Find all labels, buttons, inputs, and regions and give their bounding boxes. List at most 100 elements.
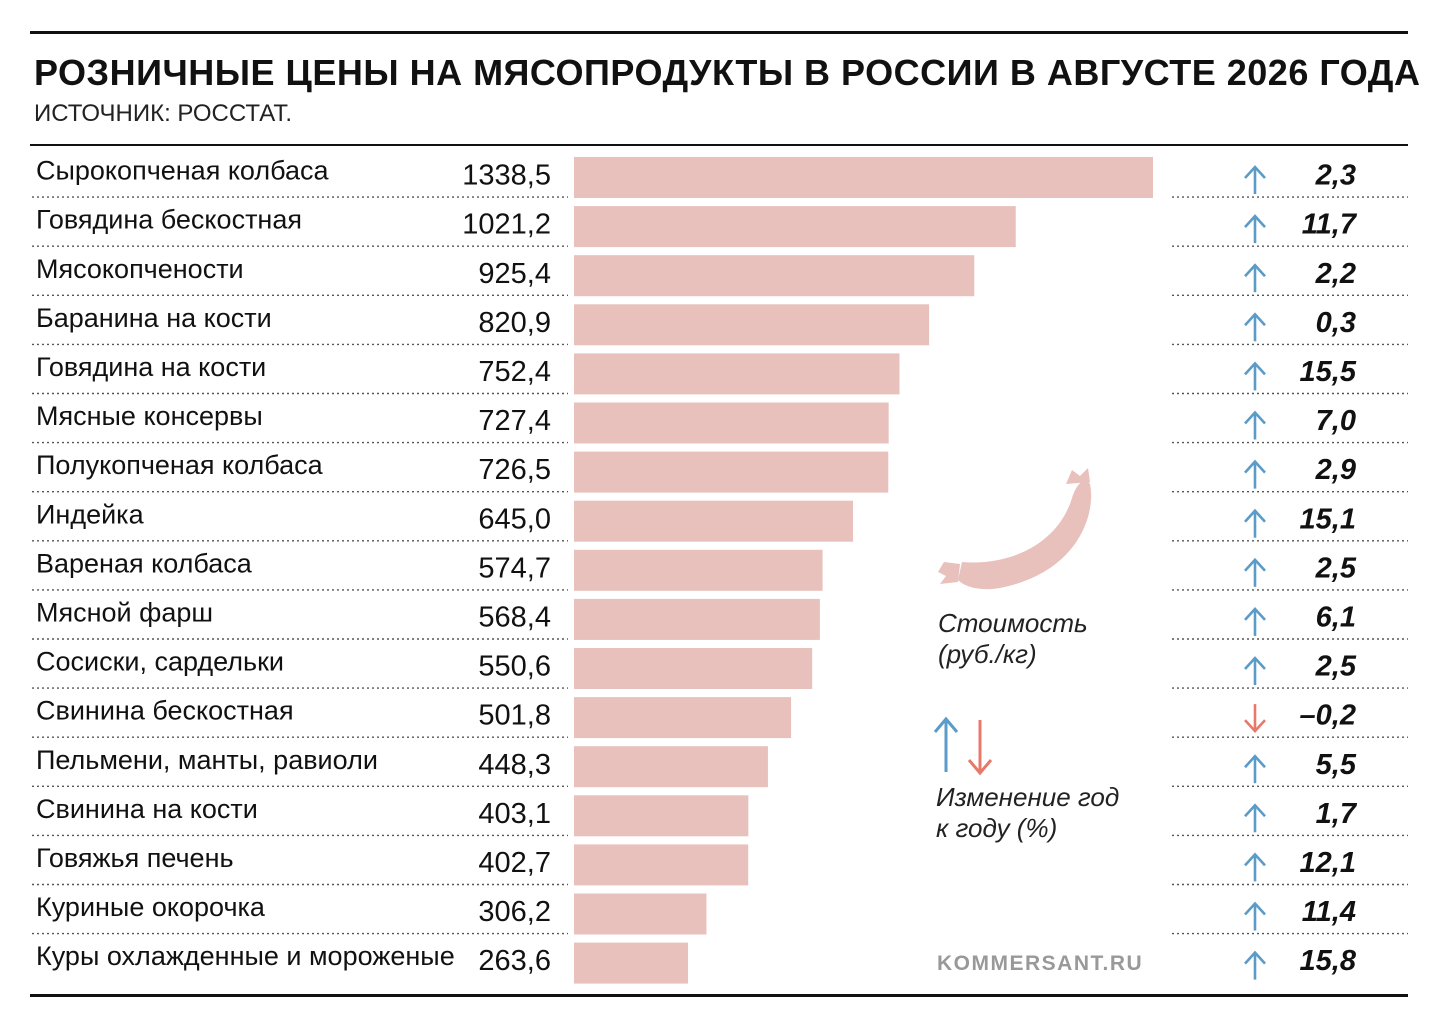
price-bar — [574, 942, 689, 984]
change-label: 15,5 — [1300, 356, 1357, 388]
category-label: Свинина на кости — [36, 794, 258, 824]
price-bar — [574, 304, 930, 346]
price-label: 1021,2 — [462, 209, 551, 241]
arrow-head — [1244, 901, 1266, 916]
category-label: Вареная колбаса — [36, 548, 253, 578]
price-bar — [574, 402, 889, 444]
category-label: Баранина на кости — [36, 303, 272, 333]
up-arrow-icon — [1244, 459, 1266, 489]
price-label: 501,8 — [478, 700, 551, 732]
category-label: Сосиски, сардельки — [36, 647, 284, 677]
up-arrow-icon — [1244, 165, 1266, 194]
arrow-head — [1244, 754, 1266, 769]
category-label: Говядина на кости — [36, 352, 266, 382]
change-label: 2,3 — [1315, 160, 1356, 192]
price-label: 402,7 — [478, 847, 551, 879]
source-credit: KOMMERSANT.RU — [937, 952, 1144, 975]
category-label: Мясные консервы — [36, 401, 263, 431]
category-label: Куриные окорочка — [36, 892, 266, 922]
price-label: 726,5 — [478, 454, 551, 486]
arrow-head — [1244, 719, 1266, 734]
change-label: 6,1 — [1316, 601, 1356, 633]
category-label: Сырокопченая колбаса — [36, 156, 329, 186]
arrow-head — [1244, 263, 1266, 278]
change-label: 11,4 — [1302, 896, 1356, 928]
price-label: 306,2 — [478, 896, 551, 928]
chart-subtitle: ИСТОЧНИК: РОССТАТ. — [34, 100, 293, 127]
change-label: 12,1 — [1300, 847, 1356, 879]
arrow-head — [1244, 312, 1266, 327]
price-bar — [574, 500, 854, 542]
up-arrow-icon — [1244, 656, 1266, 685]
arrow-head — [1244, 656, 1266, 670]
arrow-head — [1244, 361, 1266, 376]
price-bar — [574, 746, 768, 788]
change-label: 2,2 — [1315, 258, 1356, 290]
price-label: 574,7 — [478, 552, 551, 584]
price-bar — [574, 795, 749, 837]
category-label: Говядина бескостная — [36, 205, 302, 235]
up-arrow-icon — [1244, 606, 1266, 636]
category-label: Полукопченая колбаса — [36, 450, 324, 480]
change-label: 0,3 — [1316, 307, 1356, 339]
category-label: Мясной фарш — [36, 597, 213, 627]
price-bar — [574, 206, 1016, 248]
price-bar — [574, 893, 707, 935]
price-label: 752,4 — [478, 356, 551, 388]
price-label: 550,6 — [478, 651, 551, 683]
change-label: 2,5 — [1315, 651, 1357, 683]
legend-price-label: Стоимость (руб./кг) — [938, 608, 1088, 669]
change-label: 15,1 — [1300, 503, 1356, 535]
price-label: 645,0 — [478, 503, 551, 535]
price-label: 448,3 — [478, 749, 551, 781]
up-arrow-icon — [1244, 754, 1266, 784]
price-bar — [574, 549, 823, 591]
arrow-head — [1244, 165, 1266, 179]
category-label: Пельмени, манты, равиоли — [36, 745, 378, 775]
up-arrow-icon — [1244, 361, 1266, 391]
price-bar — [574, 844, 749, 886]
arrow-head — [1244, 410, 1266, 425]
header-rule — [30, 144, 1408, 146]
up-arrow-icon — [1244, 214, 1266, 244]
change-label: 11,7 — [1302, 209, 1358, 241]
category-label: Говяжья печень — [36, 843, 234, 873]
up-arrow-icon — [1244, 263, 1266, 293]
arrow-head — [1244, 459, 1266, 474]
price-bar — [574, 451, 889, 493]
sausage-icon — [938, 468, 1092, 590]
legend-change-label: Изменение год к году (%) — [936, 782, 1120, 843]
arrow-head — [1244, 508, 1266, 523]
change-label: 7,0 — [1316, 405, 1356, 437]
up-arrow-icon — [1244, 312, 1266, 342]
arrow-head — [1244, 950, 1266, 965]
arrow-head — [1244, 852, 1266, 867]
price-label: 263,6 — [478, 945, 551, 977]
arrow-head — [1244, 606, 1266, 621]
price-label: 1338,5 — [462, 160, 551, 192]
change-label: 2,5 — [1315, 552, 1357, 584]
up-arrow-icon — [1244, 852, 1266, 882]
up-arrow-icon — [1244, 803, 1266, 833]
price-label: 727,4 — [478, 405, 551, 437]
chart-title: РОЗНИЧНЫЕ ЦЕНЫ НА МЯСОПРОДУКТЫ В РОССИИ … — [34, 52, 1421, 93]
category-label: Свинина бескостная — [36, 696, 294, 726]
price-bar — [574, 157, 1153, 198]
arrow-head — [1244, 557, 1266, 572]
up-arrow-icon — [1244, 508, 1266, 538]
chart-rows: Сырокопченая колбаса 1338,5 2,3 Говядина бе… — [32, 156, 1408, 984]
price-bar — [574, 598, 820, 640]
change-label: 1,7 — [1316, 798, 1358, 830]
arrow-head — [1244, 214, 1266, 228]
change-label: –0,2 — [1300, 700, 1356, 732]
price-label: 403,1 — [478, 798, 551, 830]
price-bar — [574, 648, 813, 689]
category-label: Индейка — [36, 499, 145, 529]
change-label: 5,5 — [1316, 749, 1357, 781]
price-label: 820,9 — [478, 307, 551, 339]
change-label: 2,9 — [1315, 454, 1356, 486]
price-bar — [574, 353, 900, 395]
price-label: 925,4 — [478, 258, 551, 290]
top-rule — [30, 31, 1408, 34]
